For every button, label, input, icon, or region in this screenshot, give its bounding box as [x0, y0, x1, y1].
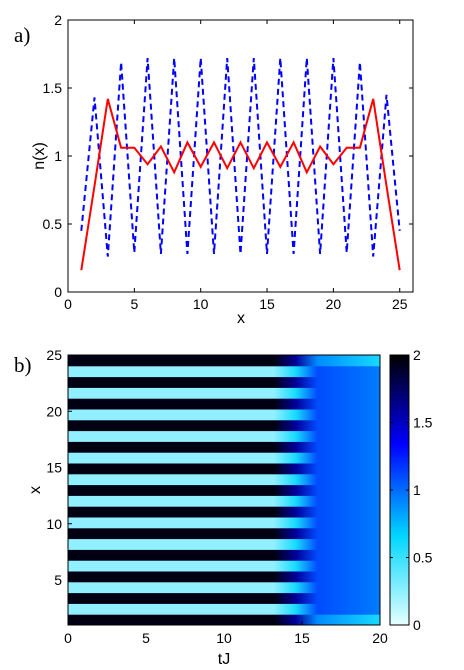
colorbar-ticks: 0 0.5 1 1.5 2: [390, 347, 433, 633]
heatmap-row: [68, 527, 380, 540]
panel-b-ytick-label: 25: [46, 347, 62, 363]
heatmap-row: [68, 463, 380, 475]
heatmap-row: [68, 603, 380, 615]
heatmap-row: [68, 452, 380, 464]
panel-b-ytick-label: 20: [46, 403, 62, 419]
heatmap-row: [68, 409, 380, 421]
panel-b-xtick-label: 0: [64, 630, 72, 646]
heatmap-row: [68, 376, 380, 388]
panel-a-label: a): [14, 23, 30, 47]
heatmap-row: [68, 614, 380, 626]
panel-b-ylabel: x: [27, 486, 44, 494]
series-dashed-line: [80, 58, 401, 257]
panel-a-xtick-label: 0: [64, 296, 72, 312]
series-solid-line: [80, 98, 401, 271]
heatmap-row: [68, 441, 380, 453]
panel-b-xtick-label: 10: [216, 630, 232, 646]
heatmap-row: [68, 517, 380, 529]
heatmap-row: [68, 560, 380, 572]
panel-a-xtick-label: 10: [193, 296, 209, 312]
panel-a-ytick-label: 0.5: [43, 216, 63, 232]
panel-a-xtick-label: 25: [392, 296, 408, 312]
heatmap-row: [68, 592, 380, 604]
heatmap-row: [68, 473, 380, 486]
panel-b-xlabel: tJ: [218, 651, 230, 668]
panel-b-ytick-label: 15: [46, 460, 62, 476]
panel-a-xlabel: x: [237, 310, 245, 327]
panel-b-ytick-label: 10: [46, 516, 62, 532]
heatmap-row: [68, 506, 380, 518]
panel-a-ticks: 0 5 10 15 20 25 0 0.5 1 1.5 2: [43, 12, 413, 312]
heatmap-row: [68, 571, 380, 583]
heatmap-row: [68, 398, 380, 410]
panel-a-ytick-label: 0: [54, 284, 62, 300]
panel-a: a) 0 5 10 15 20 25 0 0.5 1 1.5 2 x n(x): [14, 12, 414, 327]
panel-b-xtick-label: 20: [372, 630, 388, 646]
colorbar-tick-label: 0.5: [413, 550, 433, 566]
panel-b-label: b): [14, 353, 32, 377]
panel-b-xtick-label: 5: [142, 630, 150, 646]
panel-b-heatmap: [68, 355, 380, 626]
heatmap-row: [68, 549, 380, 561]
heatmap-row: [68, 484, 380, 496]
panel-a-xtick-label: 20: [326, 296, 342, 312]
panel-b-xtick-label: 15: [294, 630, 310, 646]
heatmap-row: [68, 419, 380, 432]
panel-a-xtick-label: 5: [130, 296, 138, 312]
panel-b-ticks: 0 5 10 15 20 5 10 15 20 25: [46, 347, 388, 646]
heatmap-row: [68, 495, 380, 507]
heatmap-row: [68, 430, 380, 442]
heatmap-row: [68, 355, 380, 367]
colorbar-tick-label: 1.5: [413, 415, 433, 431]
heatmap-row: [68, 538, 380, 550]
panel-a-ylabel: n(x): [31, 142, 48, 170]
colorbar-tick-label: 2: [413, 347, 421, 363]
panel-a-xtick-label: 15: [259, 296, 275, 312]
heatmap-row: [68, 387, 380, 399]
heatmap-row: [68, 581, 380, 594]
panel-a-ytick-label: 2: [54, 12, 62, 28]
panel-a-series: [80, 58, 401, 271]
heatmap-row: [68, 365, 380, 378]
panel-b-ytick-label: 5: [54, 572, 62, 588]
panel-a-ytick-label: 1.5: [43, 80, 63, 96]
colorbar-tick-label: 1: [413, 482, 421, 498]
colorbar-tick-label: 0: [413, 617, 421, 633]
panel-b: b) 0 5 10 15 20 5 10 15 20 25 tJ x 0 0.5 1 1.5 2: [14, 347, 433, 668]
panel-a-ytick-label: 1: [54, 148, 62, 164]
